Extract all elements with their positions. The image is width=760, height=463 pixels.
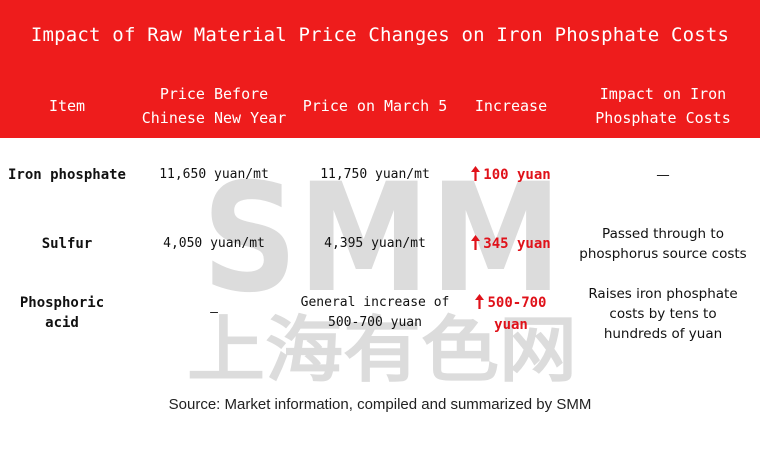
- impact-text: Passed through to phosphorus source cost…: [579, 226, 747, 262]
- source-note: Source: Market information, compiled and…: [168, 396, 592, 413]
- impact-text: —: [656, 167, 670, 183]
- up-arrow-icon: [471, 235, 481, 256]
- price-before: 11,650 yuan/mt: [159, 167, 269, 182]
- up-arrow-icon: [471, 166, 481, 187]
- column-header-impact: Impact on Iron Phosphate Costs: [595, 85, 731, 127]
- increase-value: 100 yuan: [456, 165, 566, 187]
- column-header-price-before: Price Before Chinese New Year: [141, 85, 287, 127]
- price-march5: 4,395 yuan/mt: [324, 236, 426, 251]
- increase-value: 345 yuan: [456, 234, 566, 256]
- item-name: Sulfur: [41, 236, 93, 252]
- item-name: Iron phosphate: [7, 167, 126, 183]
- price-before: 4,050 yuan/mt: [163, 236, 265, 251]
- increase-value: 500-700 yuan: [456, 293, 566, 335]
- column-header-price-march5: Price on March 5: [302, 97, 448, 115]
- up-arrow-icon: [475, 294, 485, 315]
- column-header-increase: Increase: [474, 97, 548, 115]
- item-name: Phosphoric acid: [19, 295, 105, 331]
- impact-text: Raises iron phosphate costs by tens to h…: [588, 286, 738, 342]
- price-march5: 11,750 yuan/mt: [320, 167, 430, 182]
- table-header: Impact of Raw Material Price Changes on …: [0, 0, 760, 138]
- column-header-item: Item: [48, 97, 86, 115]
- price-before: —: [210, 305, 218, 320]
- table-title: Impact of Raw Material Price Changes on …: [30, 24, 730, 46]
- price-march5: General increase of 500-700 yuan: [300, 295, 450, 330]
